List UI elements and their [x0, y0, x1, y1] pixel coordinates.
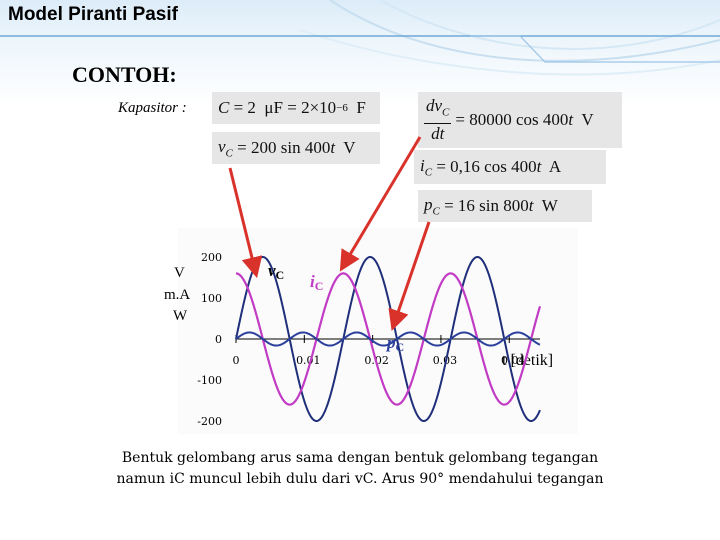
unit-label-v: V	[174, 265, 185, 281]
capacitance-equation: C = 2 μF = 2×10 −6 F	[212, 92, 380, 124]
footer-line-1: Bentuk gelombang arus sama dengan bentuk…	[121, 450, 599, 466]
kapasitor-label: Kapasitor :	[118, 100, 187, 116]
slide-title: Model Piranti Pasif	[8, 4, 178, 25]
chart-area	[178, 228, 578, 434]
derivative-equation: dvC dt = 80000 cos 400 t V	[418, 92, 622, 148]
voltage-equation: vC = 200 sin 400 t V	[212, 132, 380, 164]
unit-label-ma: m.A	[164, 287, 191, 303]
example-heading: CONTOH:	[72, 62, 177, 87]
unit-label-w: W	[173, 308, 188, 324]
footer-line-2: namun iC muncul lebih dulu dari vC. Arus…	[116, 471, 604, 487]
current-equation: iC = 0,16 cos 400 t A	[414, 150, 606, 184]
footer-text: Bentuk gelombang arus sama dengan bentuk…	[60, 448, 660, 490]
power-equation: pC = 16 sin 800 t W	[418, 190, 592, 222]
